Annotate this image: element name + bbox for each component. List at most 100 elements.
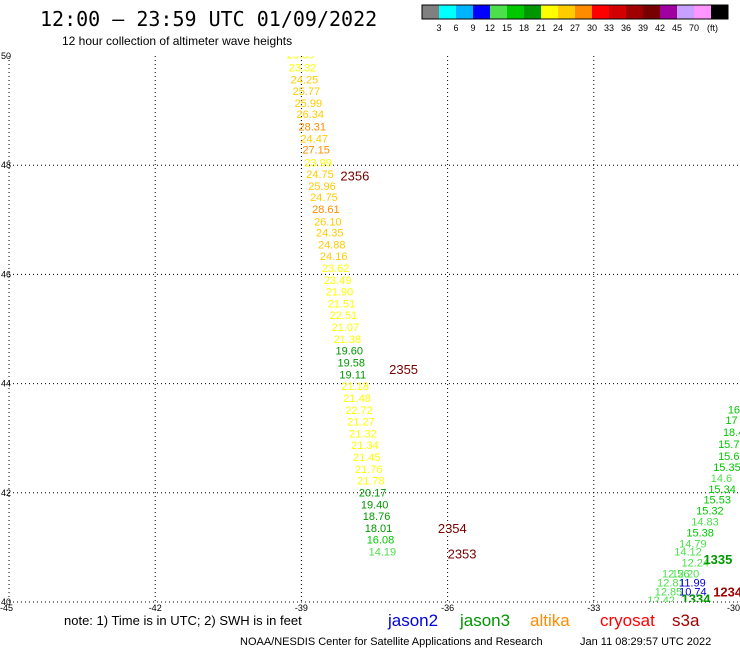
legend-swatch	[711, 5, 728, 19]
wave-height-label: 16.08	[367, 535, 395, 547]
y-tick-label: 40	[1, 597, 11, 607]
legend-label: 21	[536, 23, 546, 33]
wave-height-label: 20.17	[359, 488, 387, 500]
footer-credit: NOAA/NESDIS Center for Satellite Applica…	[240, 636, 543, 648]
x-tick-label: -42	[149, 603, 162, 613]
wave-height-label: 21.34	[351, 440, 379, 452]
wave-height-label: 21.38	[334, 334, 362, 346]
color-scale-legend: 3 6 9 12 15 18 21 24 27 30 33 36 39 42 45 70	[421, 4, 729, 33]
x-tick-label: -30	[727, 603, 740, 613]
wave-height-label: 15.32	[696, 506, 724, 518]
wave-height-label: 22.72	[345, 405, 373, 417]
legend-label: 39	[638, 23, 648, 33]
wave-height-label: 11.99	[679, 578, 706, 590]
wave-height-label: 23.99	[304, 157, 332, 169]
wave-height-label: 21.90	[326, 287, 354, 299]
legend-label: 33	[604, 23, 614, 33]
legend-swatch	[524, 5, 541, 19]
legend-label: 30	[587, 23, 597, 33]
wave-height-label: 10.74	[679, 586, 707, 598]
wave-height-label: 24.35	[316, 228, 344, 240]
legend-swatch	[643, 5, 660, 19]
wave-height-label: 12.42	[647, 595, 675, 607]
legend-frame	[421, 4, 729, 20]
satellite-altika: altika	[530, 611, 570, 630]
wave-height-label: 21.07	[332, 322, 360, 334]
legend-swatch	[609, 5, 626, 19]
track-time-label: 2356	[340, 168, 369, 183]
wave-height-label: 28.61	[312, 204, 340, 216]
wave-height-label: 18.01	[365, 523, 393, 535]
legend-label: 45	[672, 23, 682, 33]
legend-swatch	[422, 5, 439, 19]
legend-label: 12	[485, 23, 495, 33]
wave-height-label: 23.49	[324, 275, 352, 287]
legend-swatch	[694, 5, 711, 19]
legend-swatch	[473, 5, 490, 19]
wave-height-label: 24.75	[310, 192, 338, 204]
satellite-legend: jason2 jason3 altika cryosat s3a	[387, 611, 700, 630]
wave-height-label: 28.31	[298, 121, 326, 133]
legend-swatch	[456, 5, 473, 19]
wave-height-label: 26.34	[297, 109, 325, 121]
legend-label: 70	[689, 23, 699, 33]
legend-swatch	[507, 5, 524, 19]
track-time-label: 2355	[389, 362, 418, 377]
wave-height-label: 14.6	[711, 473, 732, 485]
wave-height-labels: 23.0923.3224.2525.7725.9926.3428.3124.47…	[287, 56, 740, 607]
grid	[8, 56, 740, 603]
wave-height-label: 12.85	[655, 586, 683, 598]
wave-height-label: 19.11	[339, 370, 366, 382]
wave-height-label: 24.75	[306, 169, 334, 181]
legend-unit: (ft)	[707, 23, 718, 33]
wave-height-label: 12.81	[657, 578, 685, 590]
wave-height-label: 26.10	[314, 216, 342, 228]
x-tick-label: -39	[295, 603, 308, 613]
wave-height-label: 21.18	[341, 381, 369, 393]
wave-height-label: 24.88	[318, 240, 346, 252]
wave-height-label: 25.77	[293, 86, 321, 98]
wave-height-label: 12.56	[662, 568, 690, 580]
y-tick-label: 46	[1, 269, 11, 279]
x-tick-label: -33	[587, 603, 600, 613]
wave-height-label: 21.45	[353, 452, 381, 464]
legend-label: 24	[553, 23, 563, 33]
wave-height-label: 21.48	[343, 393, 371, 405]
legend-swatch	[490, 5, 507, 19]
footer-timestamp: Jan 11 08:29:57 UTC 2022	[580, 636, 711, 648]
wave-height-label: 23.62	[322, 263, 350, 275]
legend-label: 9	[470, 23, 475, 33]
wave-height-label: 15.53	[703, 495, 731, 507]
wave-height-label: 14.19	[369, 547, 397, 559]
legend-swatch	[660, 5, 677, 19]
wave-height-label: 21.76	[355, 464, 383, 476]
wave-height-label: 24.47	[300, 133, 328, 145]
legend-swatch	[575, 5, 592, 19]
track-time-label: 1234	[713, 585, 740, 600]
wave-height-label: 24.16	[320, 251, 348, 263]
wave-height-label: 25.96	[308, 181, 336, 193]
wave-height-label: 27.15	[302, 145, 330, 157]
legend-swatch	[677, 5, 694, 19]
legend-label: 18	[519, 23, 529, 33]
axis-ticks: -45 -42 -39 -36 -33 -30 40 42 44 46 48 50	[0, 51, 740, 613]
track-time-label: 1335	[703, 552, 732, 567]
wave-height-label: 12.20	[672, 568, 700, 580]
wave-height-label: 23.32	[289, 62, 317, 74]
legend-swatch	[439, 5, 456, 19]
wave-height-label: 17	[725, 415, 737, 427]
legend-swatch	[592, 5, 609, 19]
wave-height-label: 15.35	[713, 462, 740, 474]
wave-height-label: 14.83	[691, 517, 719, 529]
wave-height-label: 18.4	[723, 427, 740, 439]
footer-note: note: 1) Time is in UTC; 2) SWH is in fe…	[64, 613, 302, 628]
wave-height-label: 25.99	[295, 98, 323, 110]
y-tick-label: 50	[1, 51, 11, 61]
wave-height-label: 21.32	[349, 429, 377, 441]
satellite-cryosat: cryosat	[600, 611, 655, 630]
y-tick-label: 44	[1, 379, 11, 389]
wave-height-label: 22.51	[330, 310, 358, 322]
wave-height-label: 18.76	[363, 511, 391, 523]
